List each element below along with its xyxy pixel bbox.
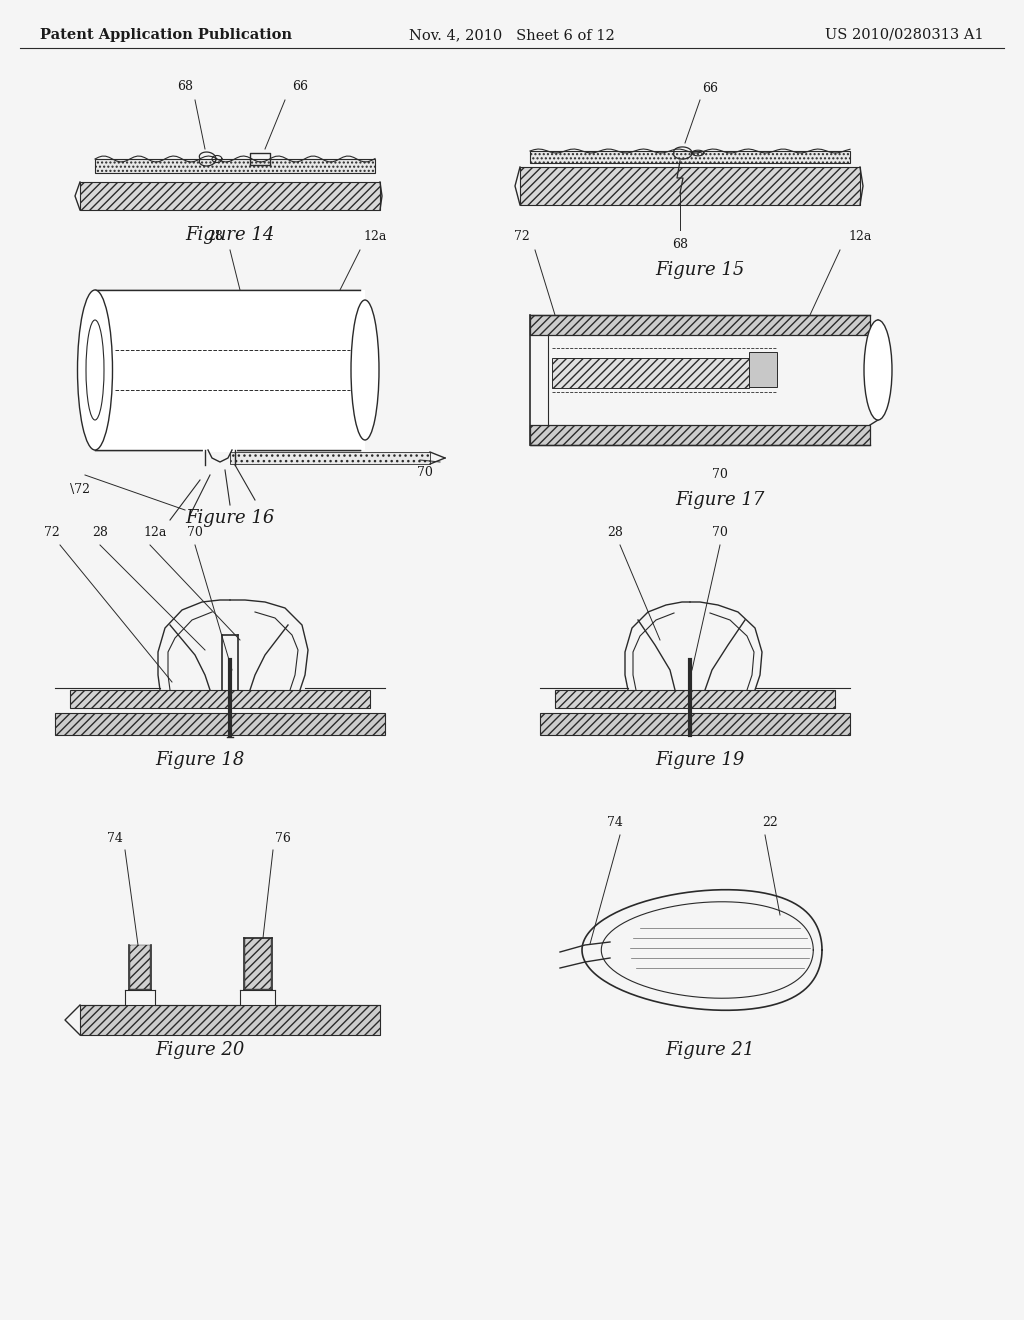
Text: Figure 15: Figure 15 (655, 261, 744, 279)
Text: 70: 70 (712, 525, 728, 539)
Text: 70: 70 (187, 525, 203, 539)
Ellipse shape (351, 300, 379, 440)
Text: \72: \72 (70, 483, 90, 496)
Text: Figure 18: Figure 18 (156, 751, 245, 770)
Ellipse shape (864, 319, 892, 420)
Text: 74: 74 (108, 832, 123, 845)
Text: Figure 20: Figure 20 (156, 1041, 245, 1059)
Bar (80, 182, 380, 210)
FancyBboxPatch shape (95, 290, 365, 450)
Bar (130, 945, 150, 989)
Text: 72: 72 (44, 525, 59, 539)
Text: 12a: 12a (143, 525, 167, 539)
Bar (540, 713, 850, 735)
Text: 70: 70 (417, 466, 433, 479)
Text: 28: 28 (92, 525, 108, 539)
Text: Figure 19: Figure 19 (655, 751, 744, 770)
Text: 22: 22 (762, 816, 778, 829)
Text: 68: 68 (672, 239, 688, 252)
Text: 74: 74 (607, 816, 623, 829)
Text: 66: 66 (702, 82, 718, 95)
Bar (530, 150, 850, 162)
Bar (520, 168, 860, 205)
Text: 70: 70 (712, 469, 728, 482)
Text: Figure 14: Figure 14 (185, 226, 274, 244)
Text: 72: 72 (514, 231, 529, 243)
Bar (230, 451, 430, 465)
Text: Figure 16: Figure 16 (185, 510, 274, 527)
Bar (70, 690, 370, 708)
Text: 12a: 12a (848, 231, 871, 243)
Text: 12a: 12a (364, 231, 387, 243)
Text: US 2010/0280313 A1: US 2010/0280313 A1 (825, 28, 984, 42)
Text: Nov. 4, 2010   Sheet 6 of 12: Nov. 4, 2010 Sheet 6 of 12 (410, 28, 614, 42)
Bar (750, 352, 777, 387)
Text: Figure 21: Figure 21 (666, 1041, 755, 1059)
Bar (80, 1005, 380, 1035)
Bar (95, 158, 375, 173)
Bar (245, 939, 271, 989)
Bar (530, 315, 870, 335)
Text: 28: 28 (607, 525, 623, 539)
Bar (555, 690, 835, 708)
Text: 76: 76 (275, 832, 291, 845)
Bar (552, 358, 750, 388)
Bar (55, 713, 385, 735)
Text: 28: 28 (207, 231, 223, 243)
Text: 68: 68 (177, 81, 193, 94)
Text: 66: 66 (292, 81, 308, 94)
Text: Figure 17: Figure 17 (675, 491, 765, 510)
Bar (530, 425, 870, 445)
Text: Patent Application Publication: Patent Application Publication (40, 28, 292, 42)
Ellipse shape (78, 290, 113, 450)
Ellipse shape (86, 319, 104, 420)
